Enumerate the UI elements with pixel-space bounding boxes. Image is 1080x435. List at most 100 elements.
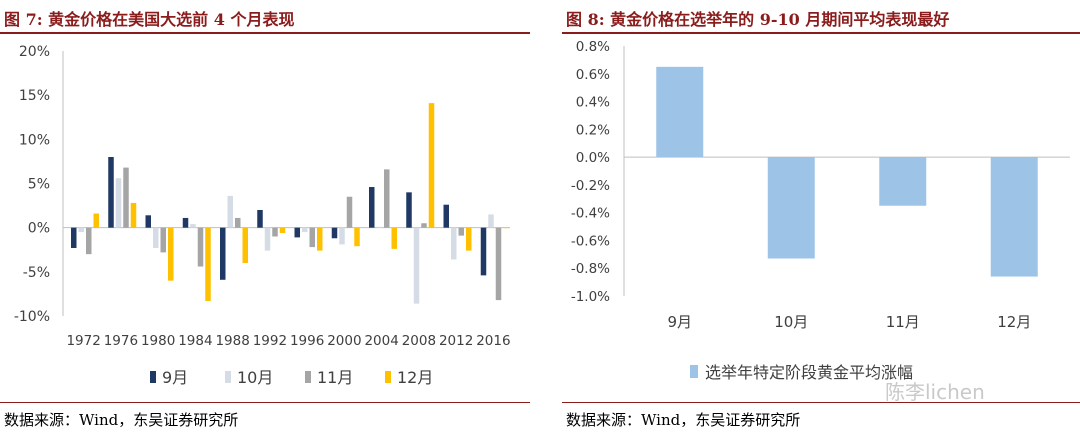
y-tick-label: 0.2% (576, 122, 610, 138)
bar-12月-2000 (354, 227, 360, 247)
bar-9月-1980 (145, 215, 151, 228)
figure-right-title: 图 8: 黄金价格在选举年的 9-10 月期间平均表现最好 (566, 10, 950, 29)
bar-12月-1976 (130, 202, 137, 228)
y-tick-label: 0% (28, 221, 50, 237)
legend-swatch (690, 365, 698, 378)
y-tick-label: 5% (28, 177, 50, 193)
legend-swatch-11月 (305, 371, 311, 383)
legend-label: 10月 (237, 368, 273, 387)
bar-9月-2008 (406, 192, 412, 228)
x-tick-label: 2008 (402, 333, 436, 349)
bar-10月-1992 (264, 227, 271, 251)
bar-9月 (656, 66, 704, 158)
bar-10月-1976 (115, 178, 122, 228)
bar-9月-2000 (331, 227, 338, 239)
bar-9月-1992 (257, 210, 263, 228)
bar-12月 (990, 157, 1038, 277)
gold-average-chart: 0.8% 0.6% 0.4% 0.2% 0.0% -0.2% -0.4% -0.6% -0.8%… (571, 39, 1070, 382)
y-tick-label: 10% (19, 132, 50, 148)
x-tick-label: 11月 (886, 313, 920, 331)
bar-11月-1988 (235, 217, 241, 228)
x-tick-label: 1972 (66, 333, 100, 349)
bar-10月-1980 (153, 227, 159, 248)
y-tick-label: -10% (14, 309, 50, 325)
x-tick-label: 1996 (290, 333, 324, 349)
gold-election-month-chart: 20% 15% 10% 5% 0% -5% -10% 1972 1976 1980 1984 1988… (14, 44, 511, 387)
bar-11月-1992 (272, 227, 278, 237)
bar-12月-2008 (428, 103, 435, 228)
bar-10月-1972 (78, 227, 84, 233)
x-tick-label: 2012 (439, 333, 473, 349)
legend-label: 12月 (397, 368, 433, 387)
bar-10月-2008 (413, 227, 420, 304)
y-tick-label: 0.0% (576, 150, 610, 166)
bar-12月-1984 (205, 227, 211, 301)
bar-12月-2012 (466, 227, 472, 251)
y-tick-label: -0.2% (571, 178, 610, 194)
legend-label: 11月 (317, 368, 353, 387)
bar-12月-1980 (168, 227, 174, 281)
y-tick-label: 20% (19, 44, 50, 60)
bar-10月-2004 (376, 226, 382, 228)
x-tick-label: 1984 (178, 333, 212, 349)
bar-10月 (767, 157, 815, 259)
bar-9月-2016 (480, 227, 487, 276)
bar-11月-2004 (384, 169, 390, 228)
x-tick-label: 2000 (327, 333, 361, 349)
y-tick-label: -0.6% (571, 233, 610, 249)
figure-left-source: 数据来源：Wind，东吴证券研究所 (4, 411, 239, 429)
bar-12月-1972 (93, 213, 99, 228)
y-tick-label: 0.8% (576, 39, 610, 55)
bar-11月 (879, 157, 927, 206)
bar-11月-2012 (458, 227, 464, 236)
bar-10月-2012 (451, 227, 457, 260)
bar-9月-1984 (182, 217, 189, 228)
x-tick-label: 9月 (667, 313, 692, 331)
figure-left-title: 图 7: 黄金价格在美国大选前 4 个月表现 (4, 10, 295, 29)
bar-10月-1988 (227, 195, 233, 228)
x-tick-label: 1980 (141, 333, 175, 349)
legend-swatch-12月 (385, 371, 391, 383)
bar-10月-2016 (488, 214, 494, 228)
bar-11月-1976 (123, 167, 129, 228)
bar-11月-1980 (160, 227, 166, 253)
x-tick-label: 1992 (253, 333, 287, 349)
bar-11月-2016 (495, 227, 502, 301)
bar-12月-1992 (279, 227, 286, 233)
legend-label: 选举年特定阶段黄金平均涨幅 (705, 363, 913, 382)
bar-11月-2008 (421, 223, 427, 228)
source-rule (562, 402, 1080, 403)
legend-label: 9月 (162, 368, 188, 387)
y-tick-label: -5% (23, 265, 50, 281)
bar-10月-1996 (302, 227, 308, 233)
bar-9月-1996 (294, 227, 300, 238)
x-tick-label: 1988 (215, 333, 249, 349)
x-tick-label: 2004 (364, 333, 398, 349)
bar-10月-2000 (339, 227, 345, 245)
bar-12月-2016 (503, 227, 509, 229)
y-tick-label: -0.4% (571, 206, 610, 222)
x-tick-label: 12月 (997, 313, 1031, 331)
y-tick-label: -1.0% (571, 289, 610, 305)
y-tick-label: 0.4% (576, 95, 610, 111)
title-rule (0, 32, 530, 34)
y-tick-label: 0.6% (576, 67, 610, 83)
x-tick-label: 10月 (774, 313, 808, 331)
bar-9月-2012 (443, 204, 449, 228)
bar-10月-1984 (190, 224, 196, 228)
bar-9月-2004 (369, 187, 375, 228)
bar-12月-1996 (317, 227, 323, 251)
bar-9月-1972 (71, 227, 77, 248)
x-tick-label: 1976 (104, 333, 138, 349)
source-rule (0, 402, 530, 403)
figure-right-source: 数据来源：Wind，东吴证券研究所 (566, 411, 801, 429)
watermark: 陈李lichen (885, 380, 985, 404)
legend-swatch-9月 (150, 371, 156, 383)
legend-swatch-10月 (225, 371, 231, 383)
bar-9月-1976 (108, 157, 114, 228)
y-tick-label: 15% (19, 88, 50, 104)
x-tick-label: 2016 (476, 333, 510, 349)
bar-12月-1988 (242, 227, 248, 263)
bar-11月-1972 (86, 227, 92, 255)
title-rule (562, 32, 1080, 34)
